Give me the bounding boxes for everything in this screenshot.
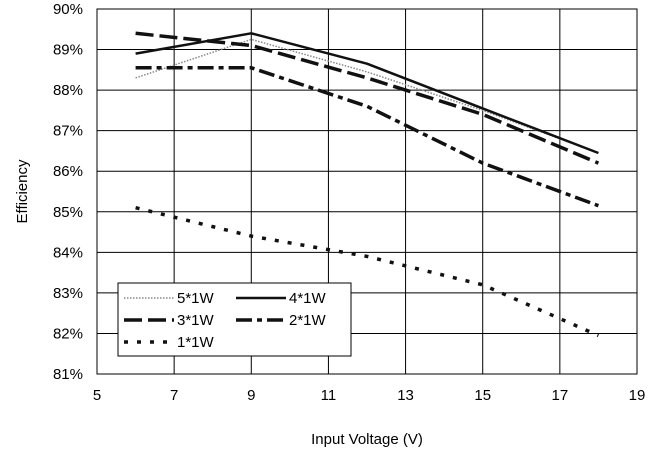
series-layer — [135, 31, 600, 338]
y-tick-label: 81% — [53, 366, 83, 383]
y-tick-label: 86% — [53, 163, 83, 180]
x-tick-label: 13 — [397, 387, 414, 404]
y-tick-label: 82% — [53, 325, 83, 342]
y-tick-label: 90% — [53, 1, 83, 18]
legend-label: 2*1W — [289, 312, 327, 329]
legend-label: 4*1W — [289, 290, 327, 307]
legend-label: 5*1W — [177, 290, 215, 307]
x-tick-label: 11 — [321, 387, 337, 404]
y-tick-label: 85% — [53, 204, 83, 221]
x-tick-label: 19 — [629, 387, 646, 404]
y-tick-label: 84% — [53, 244, 83, 261]
y-axis-tick-labels: 81% 82% 83% 84% 85% 86% 87% 88% 89% 90% — [53, 1, 83, 383]
series-line-4 — [135, 206, 600, 338]
legend-label: 3*1W — [177, 312, 215, 329]
x-tick-label: 7 — [170, 387, 178, 404]
plot-area — [96, 8, 638, 375]
y-axis-label: Efficiency — [14, 159, 31, 223]
series-line-2 — [135, 31, 600, 165]
x-axis-label: Input Voltage (V) — [311, 431, 423, 448]
legend: 5*1W 4*1W 3*1W 2*1W 1*1W — [117, 282, 352, 357]
y-tick-label: 88% — [53, 82, 83, 99]
series-line-3 — [135, 66, 600, 208]
x-axis-tick-labels: 5 7 9 11 13 15 17 19 — [93, 387, 646, 404]
series-line-0 — [135, 38, 599, 154]
x-tick-label: 17 — [552, 387, 569, 404]
y-tick-label: 83% — [53, 285, 83, 302]
y-tick-label: 89% — [53, 42, 83, 59]
x-tick-label: 9 — [247, 387, 255, 404]
legend-label: 1*1W — [177, 334, 215, 351]
y-tick-label: 87% — [53, 123, 83, 140]
x-tick-label: 15 — [474, 387, 491, 404]
x-tick-label: 5 — [93, 387, 101, 404]
